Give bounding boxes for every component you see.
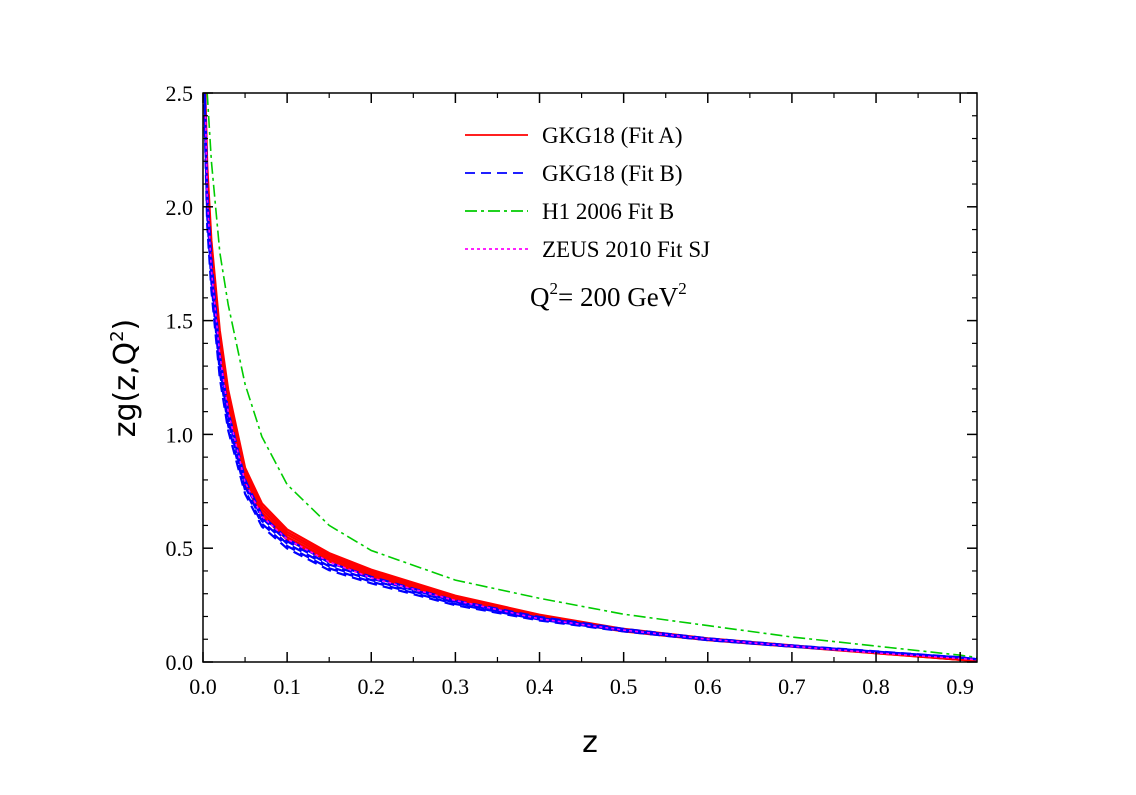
x-axis-title: z: [582, 725, 598, 760]
x-tick-label: 0.3: [442, 674, 470, 699]
x-tick-label: 0.2: [358, 674, 386, 699]
legend-label-1: GKG18 (Fit B): [542, 161, 683, 186]
series-line-3-0: [204, 115, 977, 661]
y-axis-title-sup: 2: [107, 330, 128, 341]
y-tick-label: 0.0: [166, 650, 194, 675]
legend-label-0: GKG18 (Fit A): [542, 123, 683, 148]
series-line-1-1: [203, 115, 977, 661]
y-axis-title-tail: ): [108, 319, 143, 331]
q2-annotation-sup2: 2: [678, 279, 687, 298]
x-tick-label: 0.5: [610, 674, 638, 699]
tick-labels-layer: 0.0 0.1 0.2 0.3 0.4 0.5 0.6 0.7 0.8 0.9 0.0 0.5 1.0 1…: [166, 81, 974, 699]
x-tick-label: 0.1: [273, 674, 301, 699]
series-line-2-0: [206, 93, 977, 659]
ticks-layer: [202, 92, 977, 663]
q2-annotation: Q2= 200 GeV2: [530, 279, 687, 312]
legend-label-2: H1 2006 Fit B: [542, 199, 674, 224]
q2-annotation-sup1: 2: [550, 279, 559, 298]
x-tick-label: 0.0: [189, 674, 217, 699]
legend: GKG18 (Fit A) GKG18 (Fit B) H1 2006 Fit B Z…: [465, 123, 710, 262]
series-line-1-2: [203, 104, 977, 661]
x-tick-label: 0.6: [694, 674, 722, 699]
x-tick-label: 0.9: [946, 674, 974, 699]
plot-frame: [202, 92, 978, 663]
series-line-0-1: [203, 104, 977, 662]
y-tick-label: 1.0: [166, 422, 194, 447]
x-tick-label: 0.7: [778, 674, 806, 699]
series-line-0-4: [204, 93, 977, 662]
x-tick-label: 0.8: [862, 674, 890, 699]
y-axis-title-main: zg(z,Q: [108, 342, 143, 437]
legend-label-3: ZEUS 2010 Fit SJ: [542, 237, 710, 262]
series-line-0-0: [203, 115, 977, 662]
q2-annotation-middle: = 200 GeV: [558, 282, 679, 312]
y-tick-label: 2.0: [166, 195, 194, 220]
y-tick-label: 2.5: [166, 81, 194, 106]
x-tick-label: 0.4: [526, 674, 554, 699]
y-tick-label: 0.5: [166, 536, 194, 561]
q2-annotation-main: Q: [530, 282, 550, 312]
curves-layer: [203, 93, 977, 662]
y-axis-title: zg(z,Q2): [107, 319, 143, 438]
y-tick-label: 1.5: [166, 309, 194, 334]
